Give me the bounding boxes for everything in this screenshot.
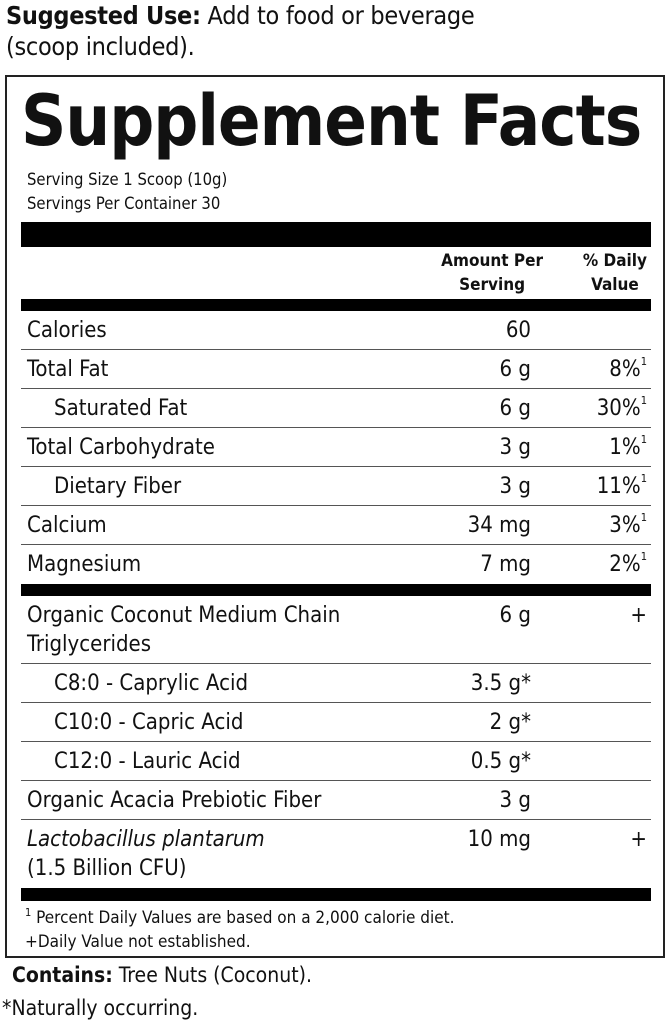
nutrient-amount: 6 g [499,396,531,421]
nutrient-amount: 10 mg [467,827,531,852]
nutrient-row: Total Fat 6 g 8%1 [21,350,651,389]
nutrient-row: C10:0 - Capric Acid 2 g* [21,703,651,742]
nutrient-amount: 0.5 g* [470,749,531,774]
nutrient-name: C8:0 - Caprylic Acid [54,671,249,696]
nutrient-name: Calcium [27,513,107,538]
nutrient-row: Saturated Fat 6 g 30%1 [21,389,651,428]
allergen-statement: Contains: Tree Nuts (Coconut). [12,963,312,987]
amount-header: Amount Per Serving [441,251,543,295]
footnotes: 1 Percent Daily Values are based on a 2,… [21,901,651,954]
nutrient-row: Total Carbohydrate 3 g 1%1 [21,428,651,467]
suggested-use-text2: (scoop included). [6,32,195,61]
suggested-use: Suggested Use: Add to food or beverage (… [6,0,475,62]
nutrient-amount: 3 g [499,474,531,499]
nutrient-row: Calcium 34 mg 3%1 [21,506,651,545]
suggested-use-label: Suggested Use: [6,1,201,30]
nutrient-row: Organic Acacia Prebiotic Fiber 3 g [21,781,651,820]
nutrient-name: Lactobacillus plantarum [27,827,265,852]
nutrient-name: Magnesium [27,552,142,577]
nutrient-amount: 7 mg [480,552,531,577]
nutrient-name: Dietary Fiber [54,474,182,499]
nutrient-name: Total Carbohydrate [27,435,215,460]
nutrient-row: Calories 60 [21,311,651,350]
nutrient-daily-value: + [630,827,647,852]
nutrient-row: Dietary Fiber 3 g 11%1 [21,467,651,506]
footnote-dv: 1 Percent Daily Values are based on a 2,… [25,906,455,928]
nutrient-amount: 34 mg [467,513,531,538]
nutrient-name: C10:0 - Capric Acid [54,710,244,735]
nutrient-name-line2: Triglycerides [27,632,152,657]
nutrient-row: Lactobacillus plantarum (1.5 Billion CFU)… [21,820,651,888]
supplement-facts-panel: Supplement Facts Serving Size 1 Scoop (1… [5,75,665,958]
nutrient-name-line2: (1.5 Billion CFU) [27,856,187,881]
thick-divider [21,299,651,311]
nutrient-amount: 6 g [499,357,531,382]
nutrient-daily-value: 2%1 [609,550,647,577]
nutrient-daily-value: + [630,603,647,628]
nutrient-daily-value: 1%1 [609,433,647,460]
naturally-occurring-note: *Naturally occurring. [2,996,199,1020]
suggested-use-text: Add to food or beverage [200,1,475,30]
nutrient-row: C8:0 - Caprylic Acid 3.5 g* [21,664,651,703]
nutrient-name: Calories [27,318,107,343]
nutrient-amount: 3 g [499,788,531,813]
nutrient-daily-value: 11%1 [596,472,647,499]
servings-per-container: Servings Per Container 30 [27,194,221,213]
nutrient-name: Organic Coconut Medium Chain [27,603,341,628]
nutrient-name: C12:0 - Lauric Acid [54,749,241,774]
nutrient-name: Saturated Fat [54,396,188,421]
nutrient-daily-value: 3%1 [609,511,647,538]
serving-info: Serving Size 1 Scoop (10g) Servings Per … [27,168,651,216]
nutrient-amount: 6 g [499,603,531,628]
nutrient-name: Total Fat [27,357,109,382]
nutrient-row: Magnesium 7 mg 2%1 [21,545,651,584]
nutrient-amount: 2 g* [489,710,531,735]
nutrient-daily-value: 30%1 [596,394,647,421]
thick-divider [21,584,651,596]
nutrient-row: C12:0 - Lauric Acid 0.5 g* [21,742,651,781]
nutrient-row: Organic Coconut Medium Chain Triglyceride… [21,596,651,664]
nutrient-daily-value: 8%1 [609,355,647,382]
nutrient-amount: 60 [505,318,531,343]
thick-divider [21,888,651,901]
serving-size: Serving Size 1 Scoop (10g) [27,170,228,189]
nutrient-name: Organic Acacia Prebiotic Fiber [27,788,322,813]
footnote-plus: +Daily Value not established. [25,932,251,952]
column-header: Amount Per Serving % Daily Value [21,247,651,299]
panel-title: Supplement Facts [21,80,642,162]
dv-header: % Daily Value [582,251,647,295]
nutrient-amount: 3 g [499,435,531,460]
nutrient-amount: 3.5 g* [470,671,531,696]
thick-divider [21,222,651,247]
